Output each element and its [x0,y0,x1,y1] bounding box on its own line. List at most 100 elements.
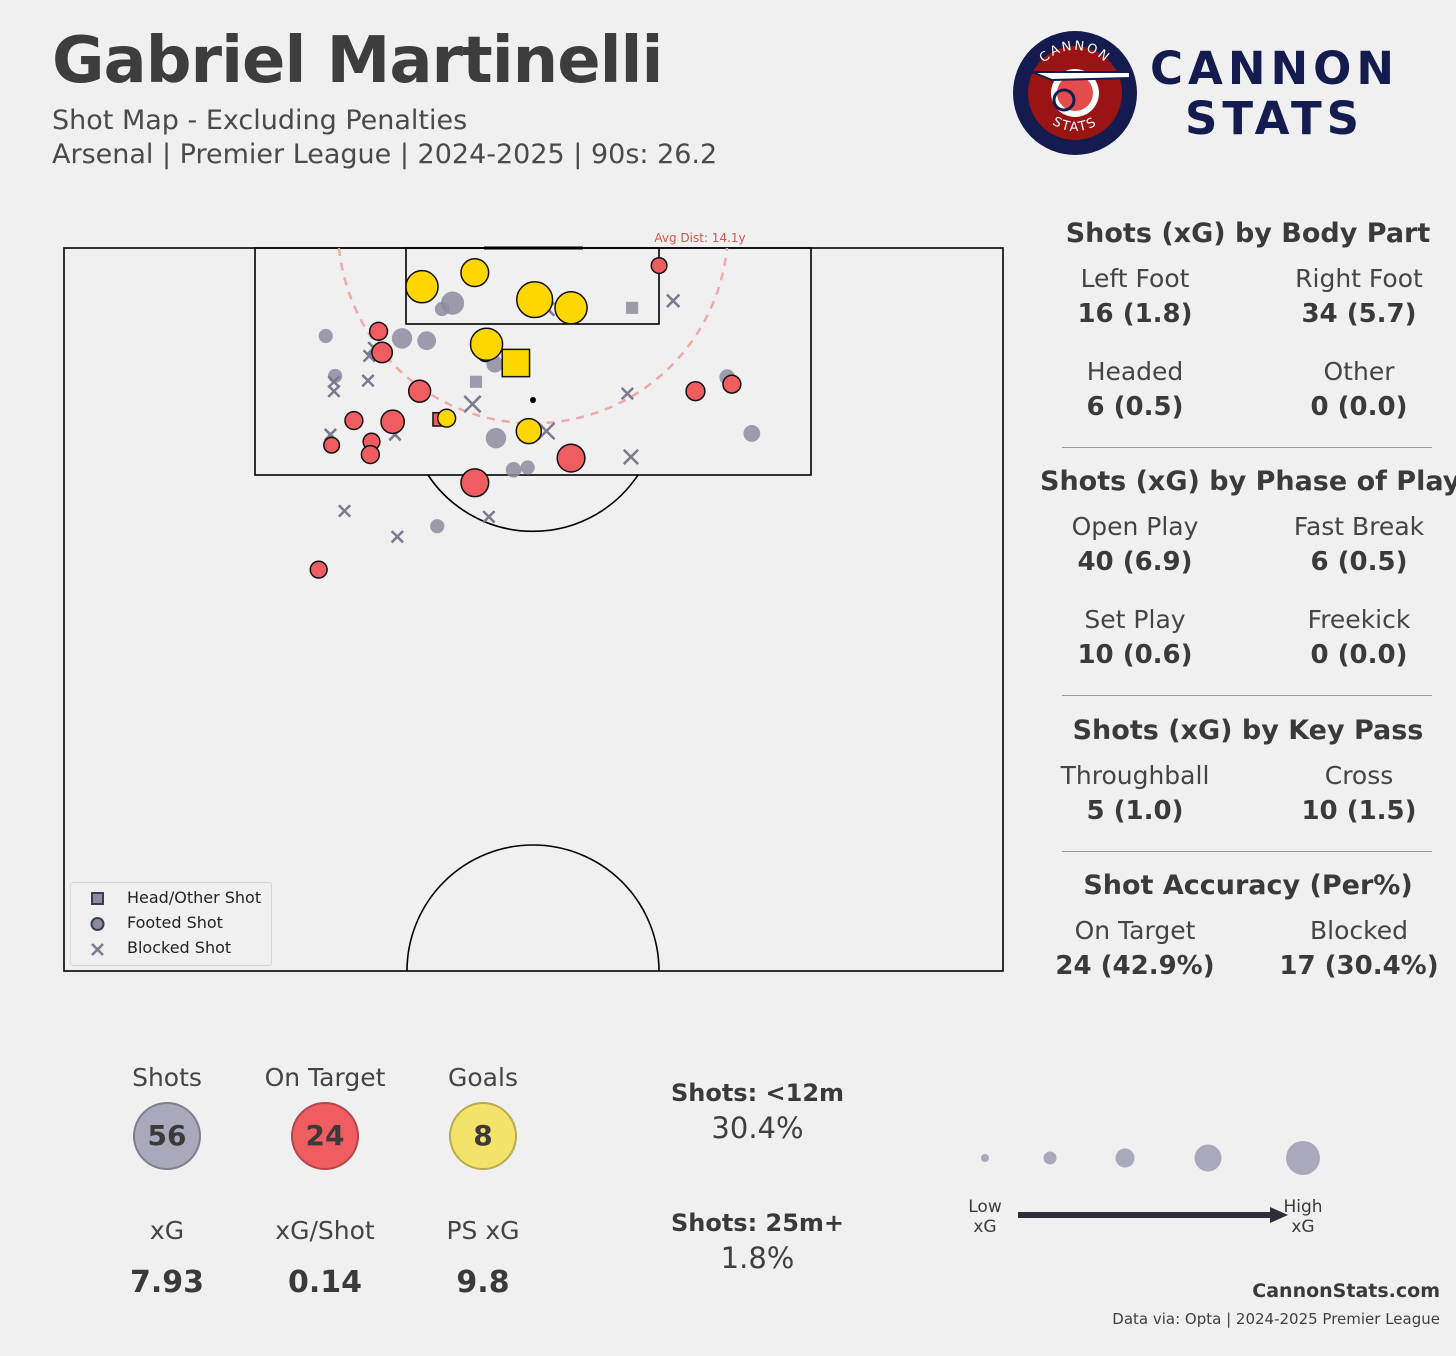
stat-label: Other [1323,357,1395,386]
blocked-shot-marker [361,374,375,388]
size-legend-high-label: High xG [1283,1197,1322,1237]
footed-shot-marker [430,519,445,534]
blocked-shot-marker [327,375,341,389]
header-shot-marker [626,301,639,314]
stat-label: Throughball [1060,761,1210,790]
stat-cross: Cross 10 (1.5) [1254,761,1456,826]
footed-shot-marker [371,341,394,364]
section-title-phase: Shots (xG) by Phase of Play [1040,466,1456,497]
kpi-label: Shots [132,1063,202,1092]
footed-shot-marker [743,425,761,442]
stat-blocked: Blocked 17 (30.4%) [1254,916,1456,981]
stat-left-foot: Left Foot 16 (1.8) [1030,264,1240,329]
legend-square-icon [91,892,104,905]
footed-shot-marker [650,257,668,275]
size-legend-low-label: Low xG [968,1197,1002,1237]
legend-markers [90,892,105,956]
footed-shot-marker [323,436,341,454]
size-legend-dot [1194,1144,1222,1172]
pitch-boundary [63,247,1004,972]
footed-shot-marker [556,443,586,473]
kpi-label-ps-xg: PS xG [446,1216,520,1245]
dist-value: 30.4% [711,1111,804,1145]
footed-shot-marker [309,560,328,579]
shot-map: Avg Dist: 14.1y [63,231,1004,972]
footed-shot-marker [485,427,507,449]
section-title-accuracy: Shot Accuracy (Per%) [1083,870,1413,901]
stat-label: Blocked [1310,916,1408,945]
shot-type-legend: Head/Other Shot Footed Shot Blocked Shot [70,882,272,966]
footed-shot-marker [520,460,535,475]
stat-value: 6 (0.5) [1310,547,1408,577]
kpi-value-ps-xg: 9.8 [456,1265,510,1300]
dist-label: Shots: <12m [670,1079,845,1107]
stat-freekick: Freekick 0 (0.0) [1254,605,1456,670]
legend-label-blocked: Blocked Shot [127,938,232,957]
footed-shot-marker [436,408,457,428]
blocked-shot-marker [666,293,681,308]
dist-under-12m: Shots: <12m 30.4% [660,1079,855,1145]
size-legend-dot [1115,1148,1135,1168]
brand-line-2: STATS [1185,92,1365,145]
arrow-head-icon [1270,1207,1288,1223]
size-legend-dot [1286,1141,1320,1175]
legend-circle-icon [90,917,105,931]
dist-value: 1.8% [720,1241,795,1275]
blocked-shot-marker [620,386,634,401]
logo-ring-bottom-text: STATS [1050,114,1098,135]
brand-line-1: CANNON [1150,42,1400,95]
stat-label: Open Play [1071,512,1199,541]
svg-text:STATS: STATS [1050,114,1100,135]
footed-shot-marker [460,258,490,288]
stat-set-play: Set Play 10 (0.6) [1030,605,1240,670]
blocked-shot-marker [390,530,404,544]
divider [1062,695,1432,696]
footed-shot-marker [360,444,381,465]
stat-value: 6 (0.5) [1086,392,1184,422]
footed-shot-marker [391,328,413,349]
legend-label-head: Head/Other Shot [127,888,262,907]
footed-shot-marker [417,331,437,351]
footed-shot-marker [344,410,364,431]
subtitle-line-2: Arsenal | Premier League | 2024-2025 | 9… [52,139,718,170]
stat-value: 5 (1.0) [1086,796,1184,826]
kpi-label-xg-per-shot: xG/Shot [275,1216,375,1245]
legend-x-icon [91,943,104,956]
size-legend-dot [1043,1151,1057,1165]
brand-wordmark: CANNON STATS [1150,44,1399,144]
stat-right-foot: Right Foot 34 (5.7) [1254,264,1456,329]
stat-value: 10 (0.6) [1077,640,1193,670]
subtitle: Shot Map - Excluding Penalties Arsenal |… [52,104,717,172]
blocked-shot-marker [337,504,352,518]
footed-shot-marker [469,327,504,362]
footed-shot-marker [380,409,406,435]
kpi-label: On Target [264,1063,386,1092]
footed-shot-marker [722,374,742,394]
dist-label: Shots: 25m+ [670,1209,845,1237]
stat-value: 0 (0.0) [1310,392,1408,422]
stat-on-target: On Target 24 (42.9%) [1030,916,1240,981]
dist-over-25m: Shots: 25m+ 1.8% [660,1209,855,1275]
section-title-key-pass: Shots (xG) by Key Pass [1072,715,1424,746]
page-title: Gabriel Martinelli [52,24,663,98]
footed-shot-marker [407,379,432,403]
footer-site: CannonStats.com [1252,1280,1440,1302]
stat-label: Cross [1324,761,1394,790]
stat-headed: Headed 6 (0.5) [1030,357,1240,422]
blocked-shot-marker [537,422,556,441]
stat-label: Headed [1086,357,1184,386]
blocked-shot-marker [463,395,482,414]
kpi-label: Goals [448,1063,518,1092]
legend-label-footed: Footed Shot [127,913,223,932]
section-title-body-part: Shots (xG) by Body Part [1065,218,1431,249]
header-shot-marker [469,375,483,388]
stat-label: Set Play [1084,605,1186,634]
kpi-on-target: On Target 24 xG/Shot 0.14 [245,1063,405,1300]
kpi-shots: Shots 56 xG 7.93 [87,1063,247,1300]
stat-label: Left Foot [1080,264,1190,293]
stat-value: 17 (30.4%) [1279,951,1439,981]
kpi-value-xg: 7.93 [129,1265,205,1300]
footed-shot-marker [368,321,389,342]
kpi-bubble: 56 [133,1102,201,1170]
footed-shot-marker [516,280,554,319]
